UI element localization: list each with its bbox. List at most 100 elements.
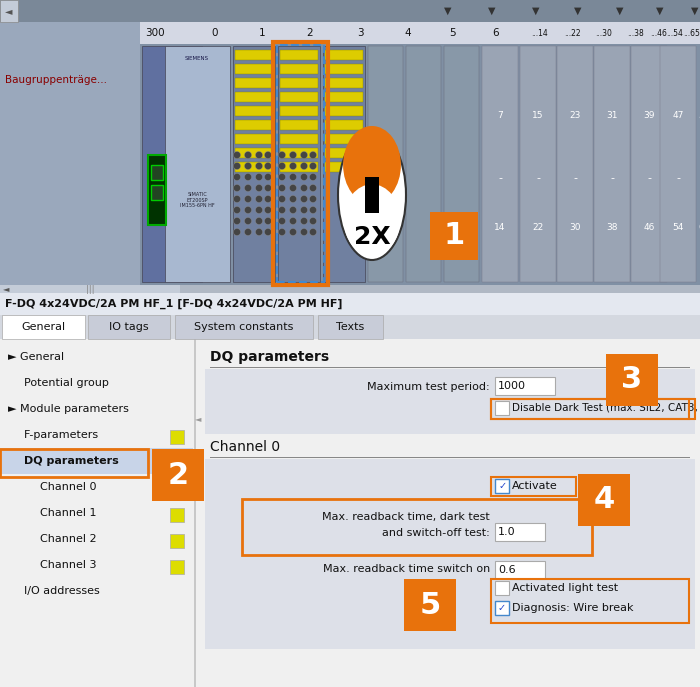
Text: ...22: ...22 [564, 28, 580, 38]
Bar [495, 581, 509, 595]
Text: 2: 2 [167, 460, 188, 490]
Bar [594, 46, 630, 282]
Circle shape [244, 207, 251, 214]
Bar [606, 354, 658, 406]
Bar [280, 64, 318, 74]
Bar [482, 46, 518, 282]
Circle shape [244, 229, 251, 236]
Text: ► General: ► General [8, 352, 64, 362]
Circle shape [300, 229, 307, 236]
Bar [325, 120, 363, 130]
Bar [280, 134, 318, 144]
Bar [170, 560, 184, 574]
Bar [242, 499, 592, 555]
Circle shape [234, 174, 241, 181]
Bar [235, 78, 273, 88]
Bar [273, 42, 328, 285]
Bar [235, 134, 273, 144]
Circle shape [290, 218, 297, 225]
Bar [205, 459, 695, 649]
Bar [660, 46, 696, 282]
Text: 7: 7 [497, 111, 503, 120]
Bar [235, 148, 273, 158]
Circle shape [309, 207, 316, 214]
Text: 3: 3 [622, 365, 643, 394]
Ellipse shape [338, 130, 406, 260]
Circle shape [234, 152, 241, 159]
Text: ▼: ▼ [444, 6, 452, 16]
Text: IO tags: IO tags [109, 322, 149, 332]
Bar [205, 369, 695, 434]
Text: 5: 5 [419, 591, 440, 620]
Bar [0, 0, 700, 285]
Text: DQ parameters: DQ parameters [210, 350, 329, 364]
Text: Channel 2: Channel 2 [40, 534, 97, 544]
Circle shape [265, 185, 272, 192]
Bar [152, 449, 204, 501]
Text: F-parameters: F-parameters [24, 430, 99, 440]
Bar [235, 50, 273, 60]
Text: ...30: ...30 [596, 28, 612, 38]
Text: 5: 5 [449, 28, 455, 38]
Bar [235, 92, 273, 102]
Text: Channel 3: Channel 3 [40, 560, 97, 570]
Bar [194, 339, 196, 687]
Text: 15: 15 [532, 111, 544, 120]
Text: |||: ||| [85, 284, 94, 293]
Ellipse shape [344, 184, 400, 256]
Text: 22: 22 [533, 223, 544, 232]
Circle shape [300, 207, 307, 214]
Bar [200, 339, 700, 687]
Bar [404, 579, 456, 631]
Text: Max. readback time switch on: Max. readback time switch on [323, 564, 490, 574]
Circle shape [265, 207, 272, 214]
Bar [0, 285, 180, 293]
Text: -: - [573, 173, 577, 183]
Bar [277, 45, 324, 282]
Text: ...46: ...46 [650, 28, 667, 38]
Circle shape [234, 185, 241, 192]
Bar [0, 449, 148, 477]
Circle shape [265, 174, 272, 181]
Text: 23: 23 [569, 111, 581, 120]
Circle shape [279, 218, 286, 225]
Text: Diagnosis: Wire break: Diagnosis: Wire break [512, 603, 634, 613]
Text: 300: 300 [145, 28, 164, 38]
Text: ▼: ▼ [692, 6, 699, 16]
Circle shape [265, 152, 272, 159]
Circle shape [300, 174, 307, 181]
Text: I/O addresses: I/O addresses [24, 586, 99, 596]
Bar [235, 120, 273, 130]
Bar [325, 64, 363, 74]
Bar [235, 106, 273, 116]
Bar [235, 162, 273, 172]
Text: ✓: ✓ [499, 481, 507, 491]
Bar [280, 120, 318, 130]
Text: 2: 2 [307, 28, 314, 38]
Circle shape [290, 163, 297, 170]
Bar [365, 177, 379, 213]
Text: Maximum test period:: Maximum test period: [368, 382, 490, 392]
Circle shape [290, 174, 297, 181]
Circle shape [256, 174, 262, 181]
Bar [491, 477, 576, 496]
Bar [235, 64, 273, 74]
Bar [2, 315, 85, 339]
Circle shape [234, 196, 241, 203]
Bar [233, 46, 275, 282]
Bar [495, 401, 509, 415]
Circle shape [256, 229, 262, 236]
Circle shape [309, 218, 316, 225]
Bar [210, 457, 690, 458]
Circle shape [244, 218, 251, 225]
Bar [495, 561, 545, 579]
Text: F-DQ 4x24VDC/2A PM HF_1 [F-DQ 4x24VDC/2A PM HF]: F-DQ 4x24VDC/2A PM HF_1 [F-DQ 4x24VDC/2A… [5, 299, 342, 309]
Text: ...65: ...65 [684, 28, 700, 38]
Text: -: - [676, 173, 680, 183]
Text: ►: ► [195, 475, 202, 484]
Text: 0.6: 0.6 [498, 565, 516, 575]
Ellipse shape [343, 126, 401, 204]
Bar [170, 508, 184, 522]
Text: Potential group: Potential group [24, 378, 109, 388]
Circle shape [290, 196, 297, 203]
